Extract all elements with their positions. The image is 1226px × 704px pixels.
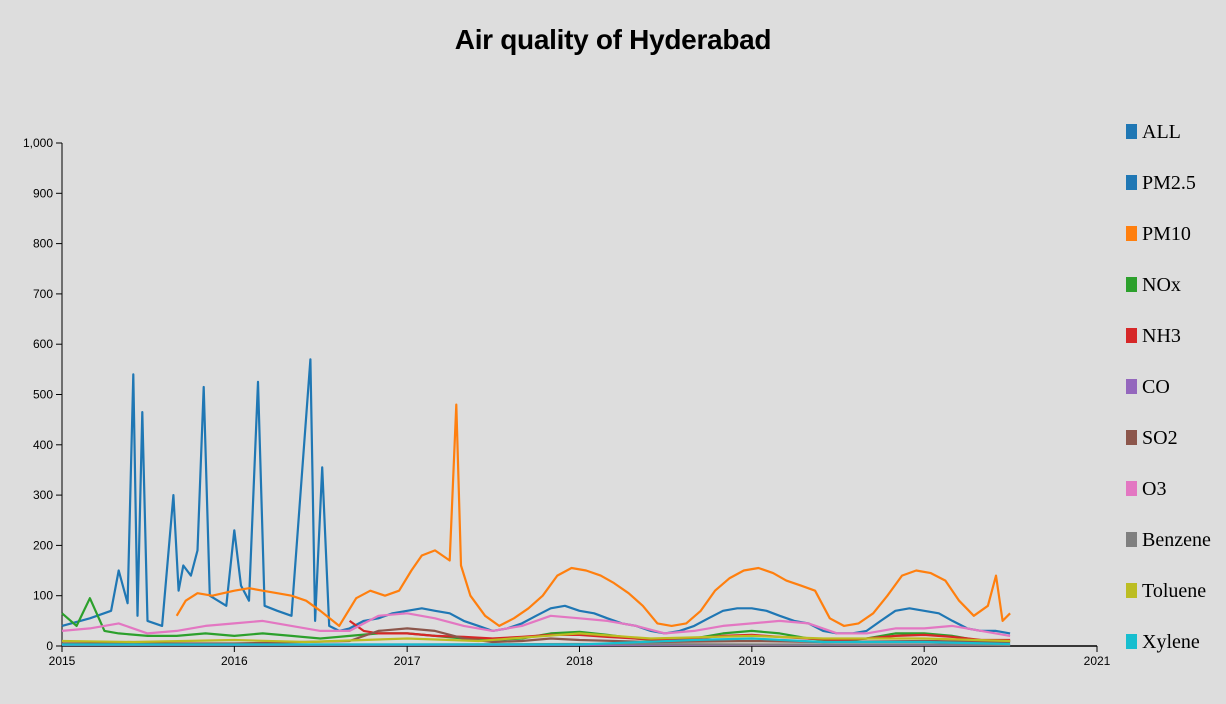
legend-swatch [1126, 124, 1137, 139]
x-axis: 2015 2016 2017 2018 2019 2020 2021 [49, 645, 1111, 668]
legend-swatch [1126, 634, 1137, 649]
y-tick-label: 900 [33, 186, 53, 200]
series-line-o3 [61, 612, 1011, 637]
x-tick-label: 2021 [1084, 654, 1111, 668]
legend-swatch [1126, 328, 1137, 343]
legend-item[interactable]: CO [1126, 376, 1170, 398]
legend-label: SO2 [1142, 427, 1178, 449]
legend-label: PM10 [1142, 223, 1191, 245]
y-axis: 0 100 200 300 400 500 600 700 800 900 1,000 [23, 136, 63, 653]
x-tick-label: 2016 [221, 654, 248, 668]
legend-item[interactable]: NOx [1126, 274, 1181, 296]
y-tick-label: 1,000 [23, 136, 53, 150]
y-tick-label: 300 [33, 488, 53, 502]
x-tick-label: 2020 [911, 654, 938, 668]
legend-label: PM2.5 [1142, 172, 1196, 194]
y-tick-label: 600 [33, 337, 53, 351]
legend-item[interactable]: PM10 [1126, 223, 1191, 245]
legend-label: ALL [1142, 121, 1181, 143]
legend-swatch [1126, 226, 1137, 241]
legend-label: NOx [1142, 274, 1181, 296]
legend-label: Xylene [1142, 631, 1200, 653]
legend-label: CO [1142, 376, 1170, 398]
legend-item[interactable]: O3 [1126, 478, 1166, 500]
legend-item[interactable]: Xylene [1126, 631, 1200, 653]
series-line-toluene [61, 632, 1011, 644]
legend-item[interactable]: ALL [1126, 121, 1181, 143]
x-tick-label: 2019 [738, 654, 765, 668]
legend-swatch [1126, 481, 1137, 496]
legend-item[interactable]: NH3 [1126, 325, 1181, 347]
legend-swatch [1126, 430, 1137, 445]
y-tick-label: 100 [33, 589, 53, 603]
y-tick-label: 700 [33, 287, 53, 301]
series-line-pm10 [175, 403, 1011, 627]
y-tick-label: 400 [33, 438, 53, 452]
legend-item[interactable]: Toluene [1126, 580, 1206, 602]
chart-title: Air quality of Hyderabad [454, 24, 772, 55]
y-tick-label: 200 [33, 538, 53, 552]
x-tick-label: 2015 [49, 654, 76, 668]
legend-swatch [1126, 532, 1137, 547]
legend-label: NH3 [1142, 325, 1181, 347]
legend-item[interactable]: SO2 [1126, 427, 1178, 449]
series-line-xylene [62, 637, 1011, 646]
legend-label: Benzene [1142, 529, 1211, 551]
legend-item[interactable]: Benzene [1126, 529, 1211, 551]
x-tick-label: 2018 [566, 654, 593, 668]
legend-swatch [1126, 175, 1137, 190]
legend-swatch [1126, 583, 1137, 598]
y-tick-label: 0 [46, 639, 53, 653]
y-tick-label: 500 [33, 388, 53, 402]
legend-label: O3 [1142, 478, 1166, 500]
legend-swatch [1126, 379, 1137, 394]
series-line-so2 [62, 627, 1011, 645]
series-line-pm2-5 [61, 358, 1011, 635]
y-tick-label: 800 [33, 237, 53, 251]
legend-swatch [1126, 277, 1137, 292]
legend-label: Toluene [1142, 580, 1206, 602]
series-layer [61, 358, 1011, 647]
legend: ALL PM2.5 PM10 NOx NH3 CO SO2 O3 Benzene Toluene X… [1126, 121, 1211, 653]
legend-item[interactable]: PM2.5 [1126, 172, 1196, 194]
series-line-nox [61, 597, 1011, 643]
x-tick-label: 2017 [394, 654, 421, 668]
series-line-nh3 [348, 620, 1011, 642]
